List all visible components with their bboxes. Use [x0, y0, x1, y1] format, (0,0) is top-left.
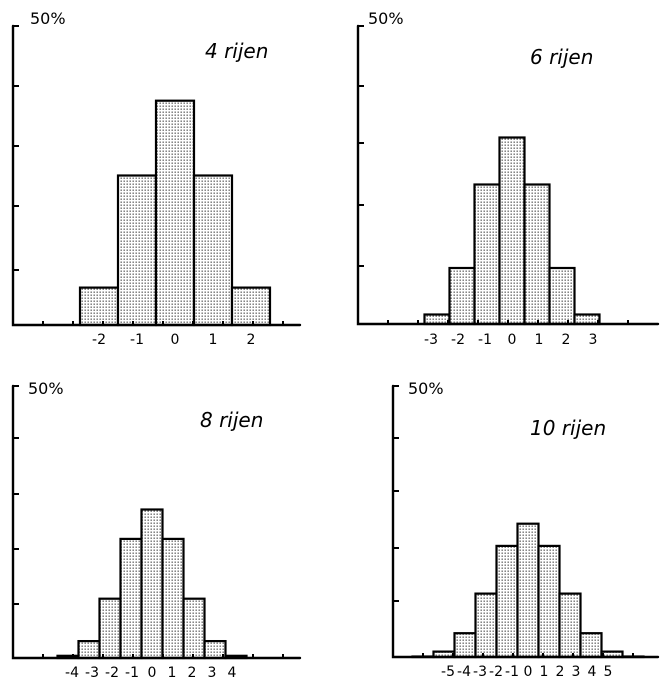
bar--2 [98, 597, 122, 660]
y-axis-max-label: 50% [368, 9, 404, 28]
bar-1 [192, 174, 234, 327]
x-tick-label: -2 [451, 332, 465, 348]
x-tick-label: -1 [505, 664, 519, 680]
histogram-panel-3: 50% 8 rijen -4 -3 -2 -1 0 1 2 3 4 [11, 379, 302, 681]
bar--1 [119, 537, 143, 660]
x-tick-label: 3 [572, 664, 581, 680]
bar-0 [154, 99, 196, 327]
bar-1 [523, 183, 551, 326]
x-tick-label: 0 [524, 664, 533, 680]
bar-0 [140, 508, 164, 660]
histogram-panel-2: 50% 6 rijen -3 -2 -1 0 1 2 3 [356, 9, 660, 348]
y-axis-max-label: 50% [408, 379, 444, 398]
x-tick-label: 0 [508, 332, 517, 348]
bar--2 [474, 592, 498, 659]
bar-0 [516, 522, 540, 659]
axis-line [11, 24, 302, 327]
x-tick-label: 5 [604, 664, 613, 680]
bar-1 [161, 537, 185, 660]
bar--3 [423, 313, 451, 326]
x-tick-label: -2 [489, 664, 503, 680]
x-tick-label: -1 [478, 332, 492, 348]
bar-3 [579, 632, 603, 659]
x-tick-label: 1 [540, 664, 549, 680]
x-tick-label: 4 [228, 665, 237, 681]
x-tick-label: -3 [473, 664, 487, 680]
bar--2 [448, 266, 476, 326]
bar--2 [78, 286, 120, 327]
axis-line [391, 384, 660, 659]
x-tick-label: 2 [562, 332, 571, 348]
bar-2 [548, 266, 576, 326]
bar--1 [116, 174, 158, 327]
x-tick-label: 3 [589, 332, 598, 348]
x-tick-label: -2 [92, 332, 106, 348]
x-tick-label: -1 [130, 332, 144, 348]
x-tick-label: 2 [556, 664, 565, 680]
bar-2 [558, 592, 582, 659]
axis-line [356, 24, 660, 326]
bar-2 [182, 597, 206, 660]
bar-0 [498, 136, 526, 326]
x-tick-label: 1 [209, 332, 218, 348]
bar-3 [573, 313, 601, 326]
axis-line [11, 384, 302, 660]
chart-title: 4 rijen [205, 39, 268, 63]
histogram-panel-1: 50% 4 rijen -2 -1 0 1 2 [11, 9, 302, 348]
x-tick-label: 2 [247, 332, 256, 348]
chart-title: 8 rijen [200, 408, 263, 432]
x-tick-label: 2 [188, 665, 197, 681]
x-tick-label: 1 [168, 665, 177, 681]
chart-title: 6 rijen [530, 45, 593, 69]
bar-1 [537, 544, 561, 659]
y-axis-max-label: 50% [30, 9, 66, 28]
x-tick-label: -4 [457, 664, 471, 680]
bar--1 [473, 183, 501, 326]
bar-2 [230, 286, 272, 327]
y-axis-max-label: 50% [28, 379, 64, 398]
bar--3 [77, 639, 101, 660]
x-tick-label: -2 [105, 665, 119, 681]
x-tick-label: 0 [148, 665, 157, 681]
x-tick-label: -5 [441, 664, 455, 680]
chart-title: 10 rijen [530, 416, 606, 440]
x-tick-label: 0 [171, 332, 180, 348]
x-tick-label: 3 [208, 665, 217, 681]
x-tick-label: -3 [85, 665, 99, 681]
x-tick-label: -1 [125, 665, 139, 681]
bar--1 [495, 544, 519, 659]
x-tick-label: -3 [424, 332, 438, 348]
x-tick-label: 1 [535, 332, 544, 348]
x-tick-label: -4 [65, 665, 79, 681]
x-tick-label: 4 [588, 664, 597, 680]
bar--3 [453, 632, 477, 659]
histogram-panel-4: 50% 10 rijen -5 -4 -3 -2 -1 0 1 2 3 4 5 [391, 379, 660, 680]
